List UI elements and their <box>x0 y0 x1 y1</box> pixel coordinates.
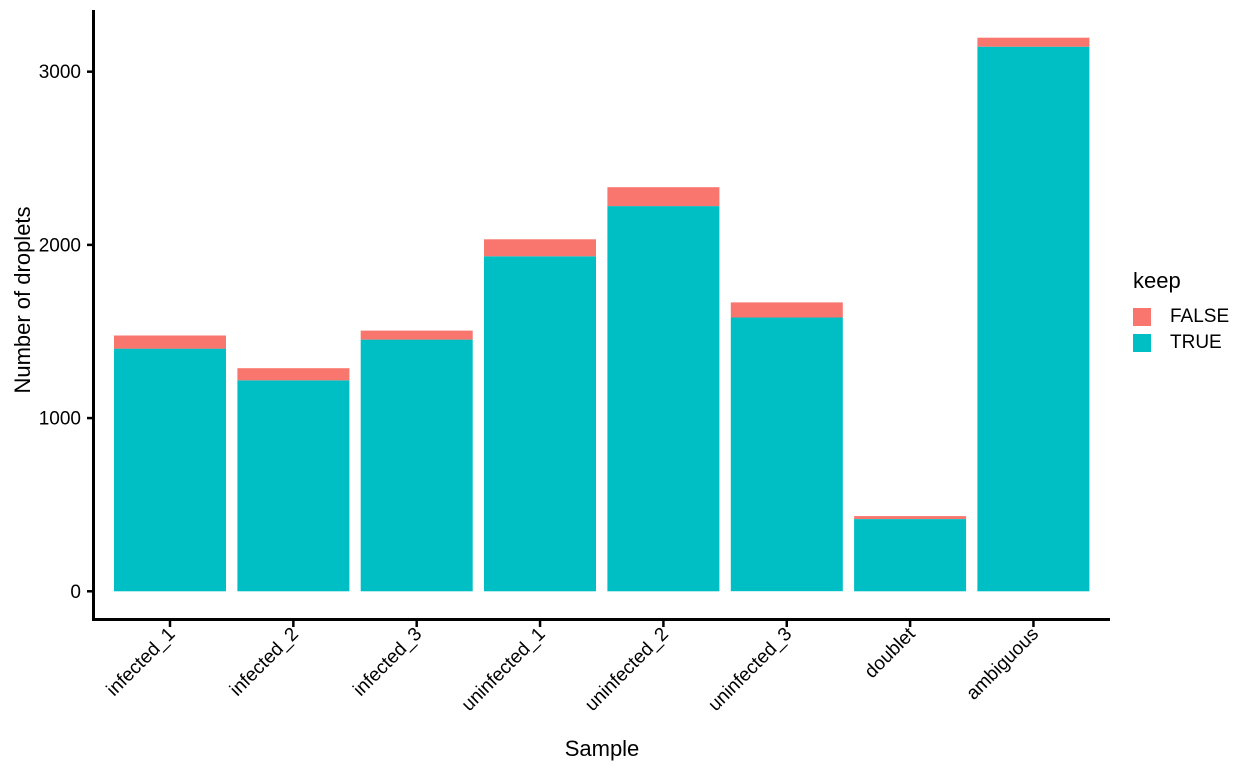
bar-segment-uninfected_3-true <box>730 317 843 592</box>
legend-item-false: FALSE <box>1133 307 1229 326</box>
x-tick-label: infected_1 <box>103 624 180 701</box>
bar-segment-infected_1-true <box>114 348 226 592</box>
bar-segment-infected_2-true <box>237 380 350 592</box>
x-tick-label: ambiguous <box>962 624 1043 705</box>
x-tick-label: uninfected_1 <box>458 624 550 716</box>
y-tick-label: 2000 <box>39 235 81 256</box>
x-tick-label: doublet <box>861 623 920 682</box>
x-tick-label: uninfected_3 <box>704 624 796 716</box>
bar-segment-doublet-true <box>854 519 967 592</box>
legend-title: keep <box>1133 268 1181 293</box>
bar-segment-infected_1-false <box>114 335 226 349</box>
bar-segment-uninfected_2-true <box>607 206 720 592</box>
legend: keep FALSE TRUE <box>1133 268 1229 359</box>
bar-segment-uninfected_1-true <box>484 256 596 592</box>
x-tick-label: infected_3 <box>349 624 426 701</box>
y-tick-label: 1000 <box>39 409 81 430</box>
bar-segment-uninfected_3-false <box>730 302 843 318</box>
bar-segment-doublet-false <box>854 516 967 519</box>
x-tick-label: infected_2 <box>226 624 303 701</box>
legend-label-true: TRUE <box>1170 332 1222 353</box>
legend-label-false: FALSE <box>1170 306 1230 327</box>
legend-swatch-true <box>1133 333 1151 352</box>
bar-segment-infected_2-false <box>237 368 350 381</box>
x-tick-label: uninfected_2 <box>581 624 673 716</box>
bar-segment-ambiguous-false <box>977 37 1090 47</box>
bars-layer <box>114 37 1090 592</box>
bar-segment-infected_3-true <box>360 339 473 592</box>
legend-item-true: TRUE <box>1133 333 1229 352</box>
bar-segment-uninfected_1-false <box>484 239 596 257</box>
bar-segment-uninfected_2-false <box>607 187 720 207</box>
legend-swatch-false <box>1133 307 1151 326</box>
bar-segment-ambiguous-true <box>977 46 1090 592</box>
bar-segment-infected_3-false <box>360 330 473 340</box>
x-axis-title: Sample <box>565 736 640 761</box>
y-axis-title: Number of droplets <box>10 206 35 393</box>
y-tick-label: 3000 <box>39 62 81 83</box>
y-tick-label: 0 <box>70 582 81 603</box>
